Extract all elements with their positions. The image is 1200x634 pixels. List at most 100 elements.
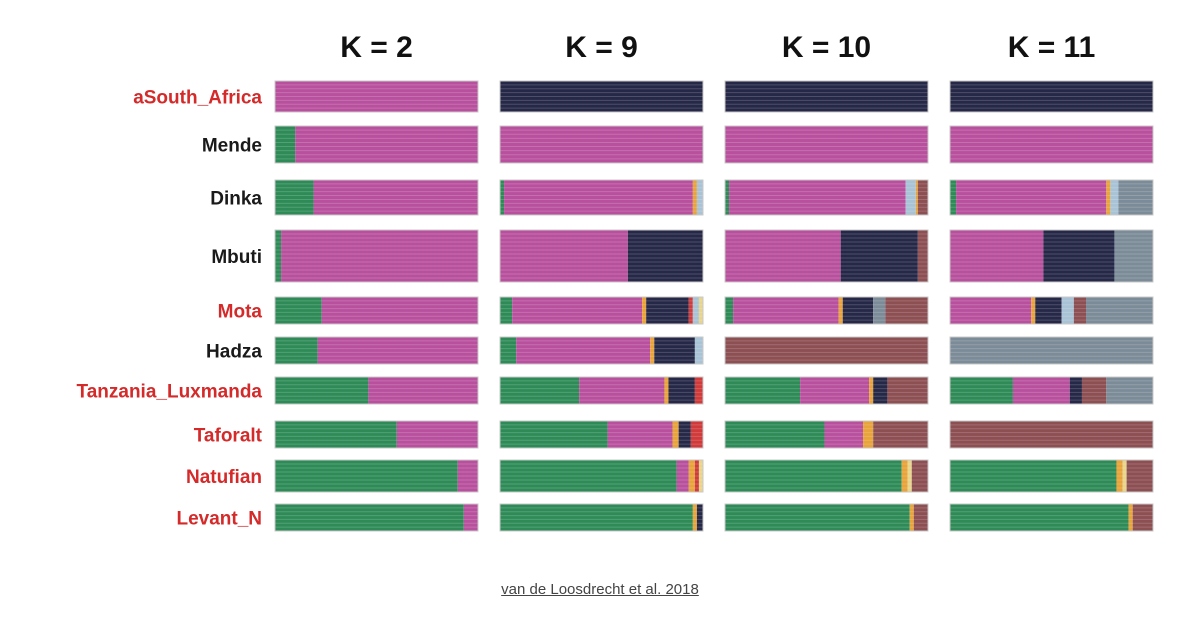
bar-segment-green — [950, 460, 1117, 492]
bar-segment-yellow — [1122, 460, 1127, 492]
bar-segment-green — [500, 180, 505, 215]
bar-frame — [724, 336, 929, 365]
bar-frame — [274, 229, 479, 283]
bar-segment-brown — [885, 297, 928, 324]
population-label: Mota — [218, 302, 263, 323]
bar-frame — [949, 125, 1154, 164]
bar-segment-pink — [607, 421, 673, 448]
bar-segment-orange — [863, 421, 874, 448]
bar-segment-pink — [676, 460, 689, 492]
bar-segment-navy — [842, 297, 874, 324]
bar-segment-green — [950, 377, 1013, 404]
panel-k9 — [499, 80, 704, 532]
bar-frame — [724, 503, 929, 532]
bar-frame — [274, 503, 479, 532]
bar-segment-red — [690, 421, 703, 448]
panel-title: K = 11 — [1008, 31, 1096, 64]
bar-frame — [274, 80, 479, 113]
bar-segment-orange — [692, 180, 697, 215]
bar-segment-green — [725, 297, 734, 324]
bar-segment-pink — [275, 81, 478, 112]
bar-segment-navy — [668, 377, 695, 404]
bar-segment-lightblue — [696, 180, 703, 215]
bar-segment-lightblue — [1061, 297, 1074, 324]
bar-segment-brown — [917, 230, 928, 282]
bar-segment-lightblue — [694, 337, 703, 364]
bar-segment-green — [275, 180, 314, 215]
bar-segment-brown — [1132, 504, 1153, 531]
bar-frame — [499, 296, 704, 325]
bar-segment-brown — [911, 460, 928, 492]
bar-frame — [499, 459, 704, 493]
bar-segment-pink — [512, 297, 643, 324]
bar-segment-grayblue — [1086, 297, 1153, 324]
bar-segment-navy — [678, 421, 691, 448]
bar-segment-pink — [725, 126, 928, 163]
bar-frame — [724, 376, 929, 405]
bar-segment-navy — [627, 230, 703, 282]
bar-segment-yellow — [698, 460, 703, 492]
bar-segment-brown — [725, 337, 928, 364]
bar-frame — [499, 376, 704, 405]
bar-segment-green — [275, 337, 318, 364]
bar-segment-pink — [800, 377, 870, 404]
bar-segment-pink — [956, 180, 1107, 215]
bar-segment-pink — [516, 337, 651, 364]
bar-frame — [949, 376, 1154, 405]
bar-frame — [499, 179, 704, 216]
bar-segment-orange — [1128, 504, 1133, 531]
bar-segment-orange — [692, 504, 697, 531]
bar-frame — [499, 229, 704, 283]
bar-segment-green — [275, 460, 458, 492]
bar-segment-brown — [1081, 377, 1107, 404]
bar-segment-navy — [873, 377, 888, 404]
panel-title: K = 2 — [340, 31, 413, 64]
bar-segment-navy — [654, 337, 695, 364]
bar-segment-green — [950, 180, 957, 215]
bar-segment-orange — [664, 377, 669, 404]
bar-segment-grayblue — [1118, 180, 1153, 215]
bar-segment-green — [500, 337, 517, 364]
bar-segment-red — [694, 377, 703, 404]
bar-frame — [949, 503, 1154, 532]
bar-frame — [949, 420, 1154, 449]
bar-segment-brown — [1073, 297, 1087, 324]
bar-segment-pink — [295, 126, 478, 163]
bar-segment-green — [500, 504, 693, 531]
bar-segment-green — [725, 421, 825, 448]
bar-frame — [949, 459, 1154, 493]
bar-segment-navy — [1043, 230, 1115, 282]
panel-title: K = 9 — [565, 31, 638, 64]
bar-frame — [274, 336, 479, 365]
bar-segment-navy — [1035, 297, 1062, 324]
bar-segment-pink — [321, 297, 478, 324]
bar-segment-green — [725, 180, 730, 215]
bar-frame — [724, 179, 929, 216]
population-label: aSouth_Africa — [133, 88, 262, 109]
bar-segment-grayblue — [873, 297, 886, 324]
bar-segment-pink — [579, 377, 665, 404]
bar-segment-orange — [650, 337, 655, 364]
bar-frame — [949, 229, 1154, 283]
bar-segment-navy — [696, 504, 703, 531]
population-label: Levant_N — [176, 509, 262, 530]
bar-frame — [499, 420, 704, 449]
bar-frame — [499, 336, 704, 365]
population-label: Hadza — [206, 342, 262, 363]
bar-frame — [724, 125, 929, 164]
bar-segment-pink — [396, 421, 478, 448]
bar-segment-brown — [873, 421, 928, 448]
bar-segment-pink — [504, 180, 693, 215]
bar-frame — [949, 179, 1154, 216]
bar-segment-yellow — [698, 297, 703, 324]
bar-segment-green — [275, 377, 369, 404]
bar-segment-green — [500, 297, 513, 324]
bar-frame — [949, 296, 1154, 325]
bar-segment-green — [275, 297, 322, 324]
population-label: Mbuti — [211, 247, 262, 268]
bar-segment-navy — [950, 81, 1153, 112]
bar-segment-orange — [688, 460, 695, 492]
citation[interactable]: van de Loosdrecht et al. 2018 — [501, 581, 699, 598]
bar-frame — [274, 420, 479, 449]
bar-segment-navy — [725, 81, 928, 112]
